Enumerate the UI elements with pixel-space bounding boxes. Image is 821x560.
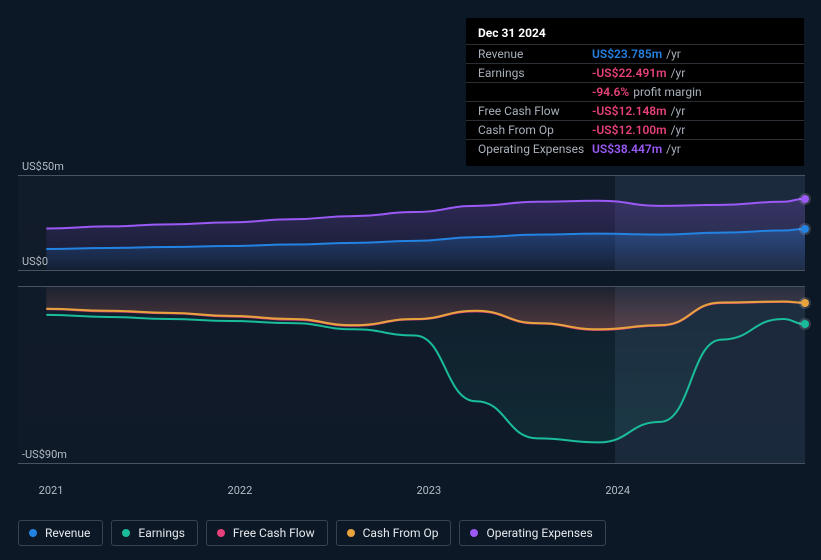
tooltip-row: RevenueUS$23.785m/yr	[466, 44, 804, 63]
x-tick-label: 2021	[39, 484, 64, 497]
x-tick-label: 2024	[605, 484, 630, 497]
zero-gap	[18, 270, 805, 286]
x-tick-label: 2023	[416, 484, 441, 497]
legend-dot-icon	[470, 529, 478, 537]
legend-label: Earnings	[138, 526, 185, 540]
legend-label: Revenue	[45, 526, 90, 540]
tooltip-row-label	[478, 85, 592, 99]
legend-label: Cash From Op	[363, 526, 439, 540]
tooltip-row: Free Cash Flow-US$12.148m/yr	[466, 101, 804, 120]
legend-label: Free Cash Flow	[233, 526, 315, 540]
gridline	[18, 286, 805, 287]
legend-item-free-cash-flow[interactable]: Free Cash Flow	[206, 520, 328, 546]
gridline	[18, 270, 805, 271]
x-axis-labels: 2021 2022 2023 2024	[18, 484, 805, 504]
y-tick-label: -US$90m	[22, 448, 67, 463]
tooltip-row-label: Operating Expenses	[478, 142, 592, 156]
tooltip-row: Operating ExpensesUS$38.447m/yr	[466, 139, 804, 158]
tooltip-row-value: -US$22.491m	[592, 66, 667, 80]
tooltip-row-label: Free Cash Flow	[478, 104, 592, 118]
tooltip-date: Dec 31 2024	[466, 26, 804, 44]
tooltip-row-label: Earnings	[478, 66, 592, 80]
y-tick-label: US$50m	[22, 160, 64, 175]
legend-dot-icon	[217, 529, 225, 537]
tooltip-row-unit: /yr	[671, 66, 686, 80]
gridline	[18, 463, 805, 464]
series-end-marker	[801, 195, 809, 203]
tooltip-row: -94.6% profit margin	[466, 82, 804, 101]
legend-item-cash-from-op[interactable]: Cash From Op	[336, 520, 452, 546]
legend-item-revenue[interactable]: Revenue	[18, 520, 103, 546]
tooltip-row-label: Revenue	[478, 47, 592, 61]
chart-tooltip: Dec 31 2024 RevenueUS$23.785m/yrEarnings…	[466, 18, 804, 166]
legend-item-earnings[interactable]: Earnings	[111, 520, 198, 546]
legend-label: Operating Expenses	[486, 526, 592, 540]
y-tick-label: US$0	[22, 255, 48, 270]
tooltip-row-unit: /yr	[666, 47, 681, 61]
tooltip-row-value: US$23.785m	[592, 47, 662, 61]
chart-svg	[18, 160, 805, 478]
tooltip-row-unit: profit margin	[633, 85, 701, 99]
tooltip-row-unit: /yr	[666, 142, 681, 156]
tooltip-row: Earnings-US$22.491m/yr	[466, 63, 804, 82]
legend-dot-icon	[122, 529, 130, 537]
chart-legend: Revenue Earnings Free Cash Flow Cash From O…	[18, 520, 606, 546]
tooltip-row-unit: /yr	[671, 104, 686, 118]
tooltip-row-label: Cash From Op	[478, 123, 592, 137]
series-end-marker	[801, 225, 809, 233]
tooltip-row-value: -94.6%	[592, 85, 629, 99]
legend-dot-icon	[29, 529, 37, 537]
legend-dot-icon	[347, 529, 355, 537]
gridline	[18, 175, 805, 176]
tooltip-row-value: -US$12.100m	[592, 123, 667, 137]
tooltip-rows: RevenueUS$23.785m/yrEarnings-US$22.491m/…	[466, 44, 804, 158]
tooltip-row-unit: /yr	[671, 123, 686, 137]
series-end-marker	[801, 299, 809, 307]
financials-chart[interactable]: US$50m US$0 -US$90m	[18, 160, 805, 478]
tooltip-row: Cash From Op-US$12.100m/yr	[466, 120, 804, 139]
tooltip-row-value: -US$12.148m	[592, 104, 667, 118]
x-tick-label: 2022	[228, 484, 253, 497]
legend-item-operating-expenses[interactable]: Operating Expenses	[459, 520, 605, 546]
series-end-marker	[801, 320, 809, 328]
tooltip-row-value: US$38.447m	[592, 142, 662, 156]
